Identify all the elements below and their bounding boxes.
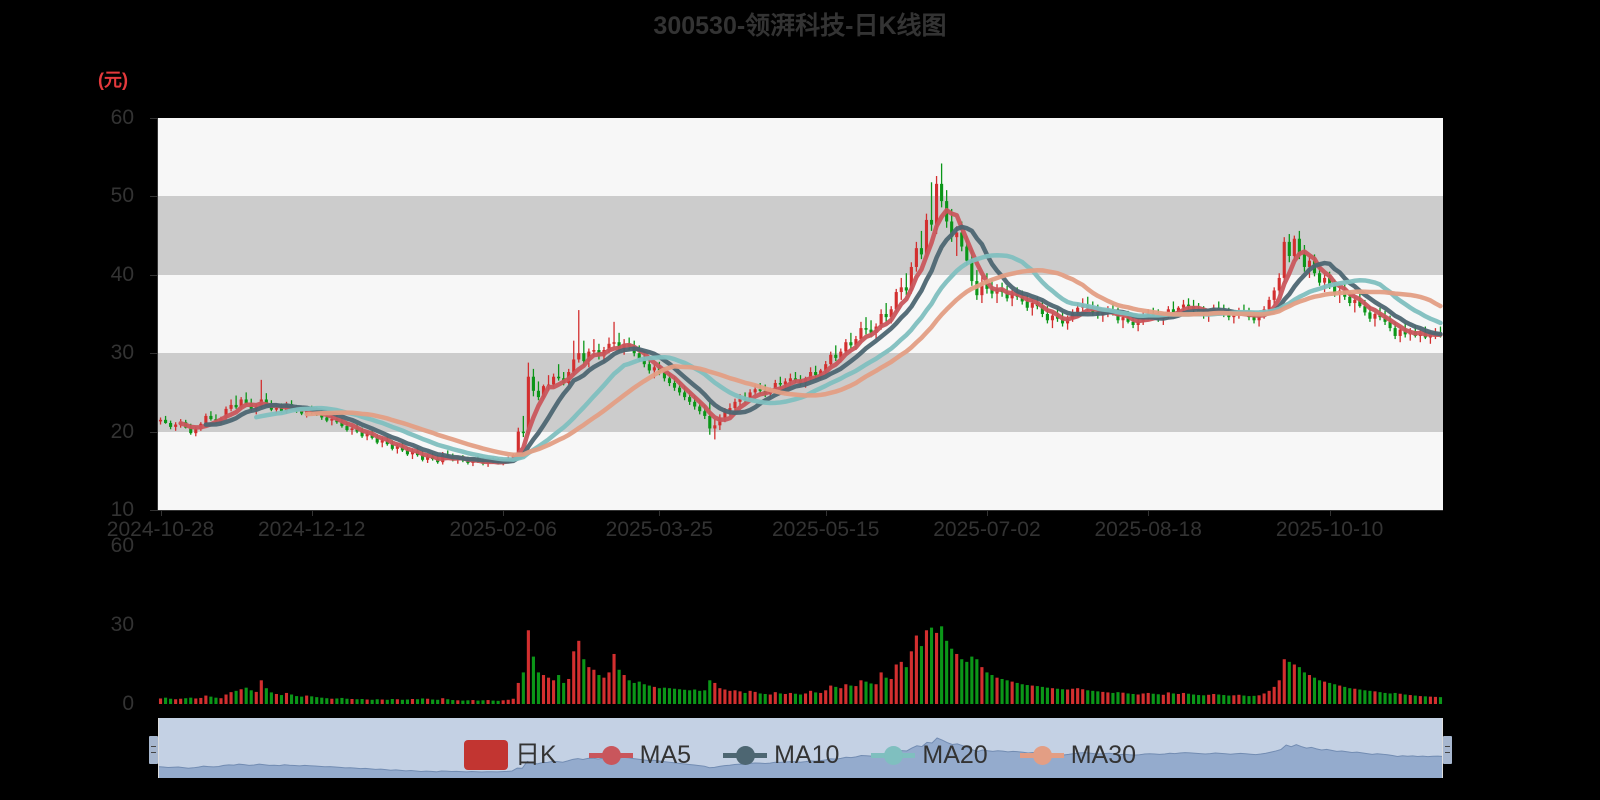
x-tick-mark	[1148, 510, 1150, 516]
x-tick-label: 2024-10-28	[106, 518, 215, 541]
legend-marker-dot	[884, 745, 904, 765]
x-tick-label: 2025-07-02	[933, 518, 1041, 541]
x-tick-label: 2025-08-18	[1094, 518, 1202, 541]
x-tick-label: 2025-02-06	[449, 518, 557, 541]
legend-marker-line	[1019, 745, 1064, 765]
datazoom-slider[interactable]	[149, 718, 1452, 778]
legend-item-日k[interactable]: 日K	[463, 740, 557, 770]
legend-marker-line	[723, 745, 768, 765]
price-y-axis-line	[157, 118, 158, 510]
price-x-axis-line	[157, 510, 1443, 511]
volume-plot-area[interactable]	[158, 546, 1443, 704]
legend-marker-dot	[736, 745, 756, 765]
legend-item-ma5[interactable]: MA5	[588, 741, 692, 769]
x-tick-mark	[1329, 510, 1331, 516]
x-tick-mark	[986, 510, 988, 516]
legend-label: MA30	[1070, 741, 1137, 769]
x-tick-label: 2025-05-15	[771, 518, 880, 541]
legend-marker-line	[588, 745, 633, 765]
price-y-tick-mark	[150, 118, 158, 119]
volume-y-tick-label: 0	[122, 692, 134, 715]
legend-marker-box	[463, 740, 508, 770]
volume-y-tick-label: 30	[110, 613, 134, 636]
legend-marker-dot	[601, 745, 621, 765]
price-y-tick-mark	[150, 431, 158, 433]
price-y-tick-label: 60	[110, 106, 134, 129]
page-title: 300530-领湃科技-日K线图	[653, 12, 947, 40]
legend-marker-dot	[1032, 745, 1052, 765]
legend-label: MA20	[922, 741, 988, 769]
price-y-tick-mark	[150, 510, 158, 511]
x-tick-mark	[311, 510, 313, 516]
price-y-tick-label: 40	[110, 262, 134, 286]
price-grid-band	[158, 196, 1443, 275]
datazoom-handle-right[interactable]	[1443, 736, 1452, 764]
price-y-tick-mark	[150, 196, 158, 198]
price-unit-label: (元)	[98, 70, 128, 90]
price-y-tick-label: 50	[110, 184, 134, 208]
price-y-tick-mark	[150, 353, 158, 355]
x-tick-mark	[503, 510, 505, 516]
price-y-tick-label: 20	[110, 419, 134, 443]
x-tick-label: 2025-10-10	[1275, 518, 1384, 541]
legend-item-ma20[interactable]: MA20	[871, 741, 988, 769]
legend-marker-line	[871, 745, 916, 765]
x-tick-mark	[160, 510, 162, 516]
x-tick-mark	[825, 510, 827, 516]
price-y-tick-label: 30	[110, 341, 134, 365]
x-tick-label: 2024-12-12	[257, 518, 366, 541]
chart-legend: 日K MA5 MA10 MA20 MA30	[0, 740, 1600, 770]
candlestick-svg	[158, 163, 1443, 467]
price-y-tick-mark	[150, 274, 158, 276]
volume-svg	[158, 626, 1443, 704]
legend-item-ma10[interactable]: MA10	[723, 741, 839, 769]
candlestick-plot-area[interactable]	[158, 118, 1443, 510]
legend-label: 日K	[514, 741, 557, 769]
price-y-tick-label: 10	[110, 498, 134, 521]
volume-y-tick-label: 60	[110, 534, 134, 557]
legend-item-ma30[interactable]: MA30	[1019, 741, 1137, 769]
legend-label: MA10	[774, 741, 840, 769]
datazoom-handle-left[interactable]	[149, 736, 158, 764]
datazoom-preview-svg	[158, 737, 1443, 778]
legend-label: MA5	[639, 741, 692, 769]
x-tick-mark	[659, 510, 661, 516]
datazoom-window[interactable]	[158, 718, 1443, 778]
x-tick-label: 2025-03-25	[605, 518, 714, 541]
